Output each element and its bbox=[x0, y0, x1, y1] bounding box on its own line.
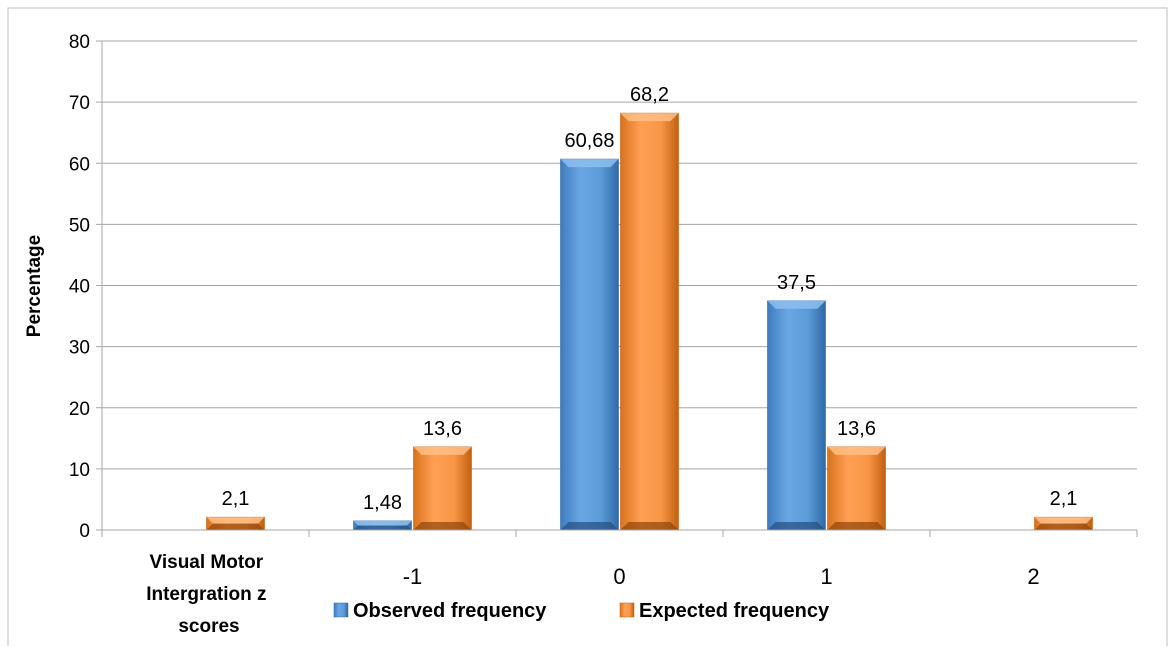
x-tick-label: 0 bbox=[613, 564, 625, 589]
bar-bevel-top bbox=[206, 517, 265, 524]
bar-observed bbox=[353, 520, 412, 531]
x-label-line-3: scores bbox=[178, 616, 239, 637]
bar-bevel-bottom bbox=[767, 522, 826, 530]
bar-observed bbox=[767, 300, 826, 531]
bar-bevel-bottom bbox=[827, 522, 886, 530]
y-tick-label: 20 bbox=[69, 399, 90, 420]
bar-bevel-bottom bbox=[413, 522, 472, 530]
bar-body bbox=[827, 446, 886, 531]
data-label-expected: 68,2 bbox=[630, 84, 669, 106]
legend-label-observed: Observed frequency bbox=[353, 600, 547, 622]
bar-expected bbox=[413, 446, 472, 531]
bar-expected bbox=[1034, 516, 1093, 531]
bar-bevel-bottom bbox=[620, 522, 679, 530]
bar-bevel-top bbox=[353, 520, 412, 526]
bar-bevel-bottom bbox=[1034, 523, 1093, 530]
x-category-label-0: Visual Motor Intergration z scores bbox=[146, 552, 272, 637]
x-tick-label: 1 bbox=[820, 564, 832, 589]
data-label-expected: 13,6 bbox=[837, 418, 876, 440]
x-tick-label: -1 bbox=[403, 564, 423, 589]
y-tick-label: 60 bbox=[69, 154, 90, 175]
data-label-expected: 2,1 bbox=[222, 488, 250, 510]
y-tick-label: 70 bbox=[69, 93, 90, 114]
bar-bevel-top bbox=[1034, 517, 1093, 524]
bar-bevel-top bbox=[560, 159, 619, 168]
bar-body bbox=[620, 112, 679, 531]
data-label-expected: 13,6 bbox=[423, 418, 462, 440]
y-tick-label: 80 bbox=[69, 32, 90, 53]
bar-expected bbox=[827, 446, 886, 531]
x-tick-label: 2 bbox=[1027, 564, 1039, 589]
bar-expected bbox=[206, 516, 265, 531]
y-axis-title: Percentage bbox=[24, 235, 45, 337]
bar-bevel-bottom bbox=[353, 525, 412, 530]
x-label-line-2: Intergration z bbox=[146, 584, 266, 605]
y-tick-label: 30 bbox=[69, 338, 90, 359]
bar-body bbox=[767, 300, 826, 531]
y-tick-label: 0 bbox=[79, 521, 90, 542]
data-label-expected: 2,1 bbox=[1050, 488, 1078, 510]
bar-bevel-bottom bbox=[560, 522, 619, 530]
legend-label-expected: Expected frequency bbox=[639, 600, 830, 622]
bar-bevel-bottom bbox=[206, 523, 265, 530]
y-tick-label: 10 bbox=[69, 460, 90, 481]
bar-body bbox=[560, 158, 619, 531]
bar-bevel-top bbox=[827, 446, 886, 455]
bar-bevel-top bbox=[620, 113, 679, 122]
bar-observed bbox=[560, 158, 619, 531]
data-label-observed: 60,68 bbox=[564, 130, 614, 152]
data-label-observed: 37,5 bbox=[777, 272, 816, 294]
bar-bevel-top bbox=[413, 446, 472, 455]
data-label-observed: 1,48 bbox=[363, 492, 402, 514]
legend: Observed frequency Expected frequency bbox=[333, 600, 830, 622]
legend-swatch-expected bbox=[619, 602, 635, 618]
x-label-line-1: Visual Motor bbox=[150, 552, 264, 573]
legend-swatch-observed bbox=[333, 602, 349, 618]
bar-bevel-top bbox=[767, 300, 826, 309]
bar-body bbox=[413, 446, 472, 531]
y-tick-label: 50 bbox=[69, 215, 90, 236]
bar-expected bbox=[620, 112, 679, 531]
y-tick-label: 40 bbox=[69, 277, 90, 298]
